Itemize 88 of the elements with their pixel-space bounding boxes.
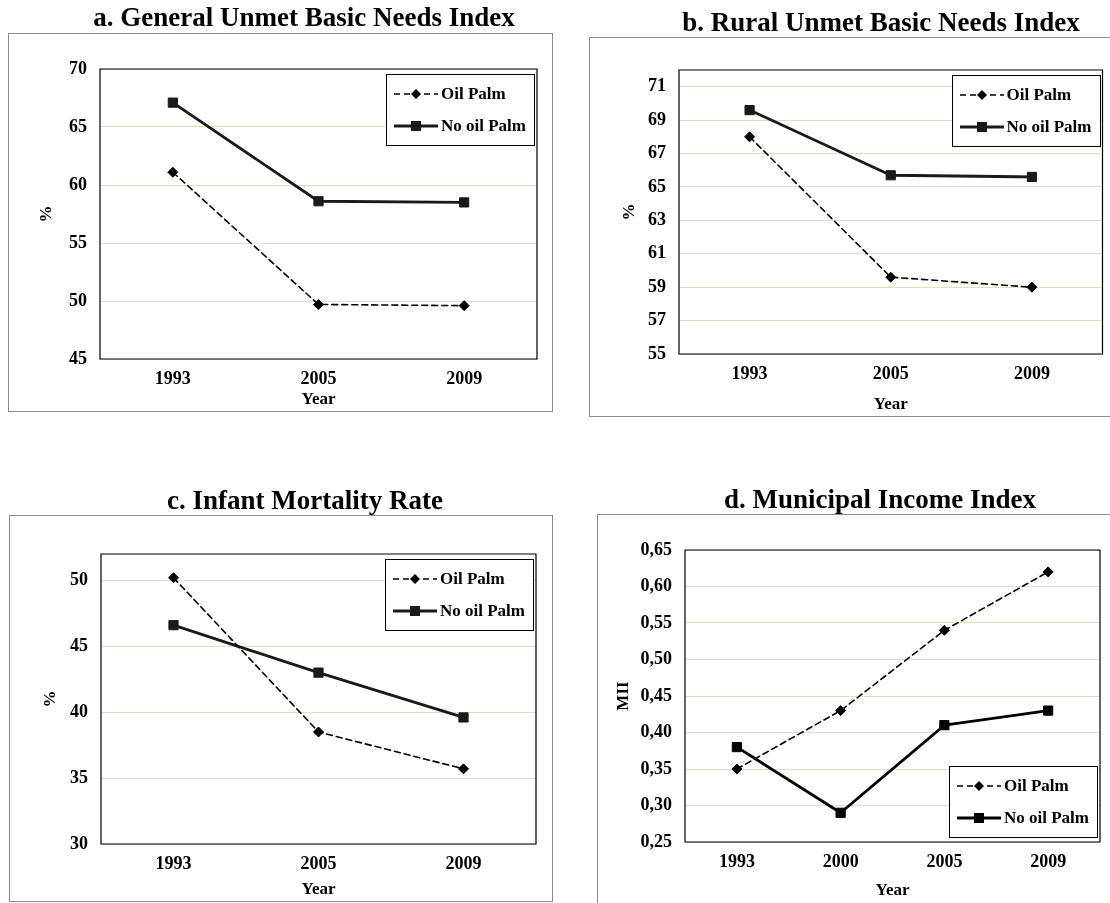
y-tick-label: 0,65 bbox=[640, 538, 672, 559]
legend-label: No oil Palm bbox=[1004, 808, 1089, 828]
x-axis-title: Year bbox=[301, 879, 336, 899]
point bbox=[731, 742, 742, 753]
point bbox=[939, 720, 950, 731]
y-tick-label: 67 bbox=[648, 142, 666, 163]
chart-title: b. Rural Unmet Basic Needs Index bbox=[682, 7, 1080, 37]
point bbox=[168, 572, 179, 584]
y-axis-title: MII bbox=[612, 680, 632, 711]
y-tick-label: 0,25 bbox=[640, 830, 672, 851]
y-tick-label: 0,50 bbox=[640, 648, 672, 669]
y-tick-label: 50 bbox=[69, 289, 87, 310]
y-tick-label: 70 bbox=[69, 57, 87, 78]
y-axis-title: % bbox=[35, 205, 55, 223]
point bbox=[167, 166, 179, 178]
y-tick-label: 45 bbox=[70, 634, 88, 655]
legend-label: Oil Palm bbox=[1006, 85, 1072, 105]
x-axis-title: Year bbox=[875, 880, 910, 900]
y-tick-label: 55 bbox=[648, 342, 666, 363]
x-tick-label: 2009 bbox=[446, 368, 483, 389]
y-tick-label: 65 bbox=[648, 175, 666, 196]
point bbox=[1042, 566, 1054, 578]
y-tick-label: 50 bbox=[70, 569, 88, 590]
point bbox=[459, 197, 470, 208]
x-tick-label: 1993 bbox=[731, 363, 768, 384]
y-tick-label: 0,35 bbox=[640, 757, 672, 778]
point bbox=[313, 667, 324, 678]
legend-label: Oil Palm bbox=[1004, 776, 1069, 796]
point bbox=[458, 300, 470, 312]
point bbox=[313, 196, 324, 207]
legend-label: No oil Palm bbox=[1006, 117, 1092, 137]
y-axis-title: % bbox=[618, 203, 638, 221]
y-tick-label: 45 bbox=[69, 347, 87, 368]
point bbox=[885, 271, 897, 283]
x-tick-label: 1993 bbox=[154, 368, 191, 389]
y-tick-label: 61 bbox=[648, 242, 666, 263]
point bbox=[458, 763, 469, 775]
y-tick-label: 0,30 bbox=[640, 794, 672, 815]
x-tick-label: 2009 bbox=[1030, 851, 1067, 872]
point bbox=[744, 105, 755, 116]
y-tick-label: 55 bbox=[69, 231, 87, 252]
point bbox=[167, 97, 178, 108]
x-tick-label: 2009 bbox=[1013, 363, 1050, 384]
point bbox=[938, 624, 950, 636]
point bbox=[1026, 171, 1038, 183]
x-tick-label: 1993 bbox=[155, 853, 192, 874]
legend-label: Oil Palm bbox=[440, 569, 505, 589]
chart-title: d. Municipal Income Index bbox=[723, 484, 1037, 514]
y-tick-label: 71 bbox=[648, 75, 666, 96]
y-tick-label: 60 bbox=[69, 173, 87, 194]
y-tick-label: 57 bbox=[648, 309, 666, 330]
x-tick-label: 2009 bbox=[445, 853, 482, 874]
point bbox=[313, 726, 324, 738]
x-tick-label: 2000 bbox=[822, 851, 859, 872]
y-tick-label: 59 bbox=[648, 275, 666, 296]
y-tick-label: 63 bbox=[648, 209, 666, 230]
point bbox=[1043, 705, 1054, 716]
x-tick-label: 1993 bbox=[718, 851, 755, 872]
y-tick-label: 0,55 bbox=[640, 611, 672, 632]
point bbox=[835, 807, 846, 818]
point bbox=[744, 131, 756, 143]
x-tick-label: 2005 bbox=[872, 363, 909, 384]
x-tick-label: 2005 bbox=[300, 368, 337, 389]
legend-label: No oil Palm bbox=[440, 601, 525, 621]
y-tick-label: 0,45 bbox=[640, 684, 672, 705]
x-axis-title: Year bbox=[873, 394, 909, 414]
chart-title: c. Infant Mortality Rate bbox=[167, 485, 443, 515]
point bbox=[1026, 281, 1038, 293]
y-tick-label: 0,60 bbox=[640, 575, 672, 596]
y-tick-label: 69 bbox=[648, 108, 666, 129]
point bbox=[313, 298, 324, 310]
y-tick-label: 30 bbox=[70, 832, 88, 853]
x-tick-label: 2005 bbox=[926, 851, 963, 872]
chart-title: a. General Unmet Basic Needs Index bbox=[93, 2, 515, 32]
point bbox=[168, 620, 179, 631]
point bbox=[885, 170, 896, 181]
point bbox=[731, 763, 743, 775]
x-axis-title: Year bbox=[301, 389, 336, 409]
y-tick-label: 65 bbox=[69, 115, 87, 136]
y-tick-label: 35 bbox=[70, 766, 88, 787]
x-tick-label: 2005 bbox=[300, 853, 337, 874]
legend-label: Oil Palm bbox=[441, 84, 506, 104]
y-axis-title: % bbox=[39, 690, 59, 708]
legend-label: No oil Palm bbox=[441, 116, 526, 136]
point bbox=[458, 712, 469, 723]
y-tick-label: 40 bbox=[70, 700, 88, 721]
y-tick-label: 0,40 bbox=[640, 721, 672, 742]
point bbox=[835, 705, 847, 717]
